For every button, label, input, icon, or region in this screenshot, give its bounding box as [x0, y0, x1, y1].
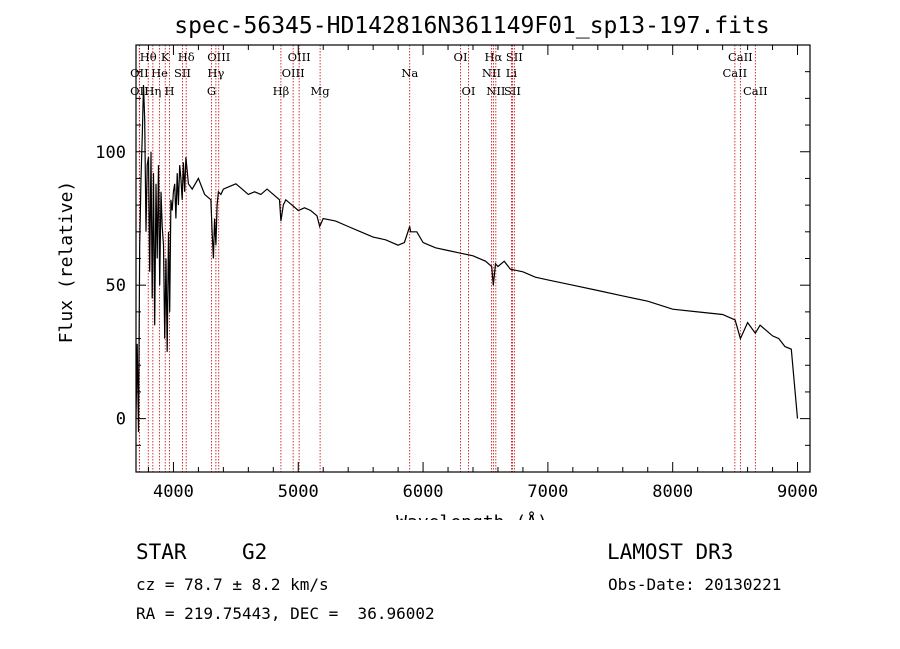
- spectral-line-label: OI: [454, 50, 468, 64]
- spectral-line-label: SII: [506, 50, 523, 64]
- x-tick-label: 8000: [652, 482, 693, 502]
- coordinates: RA = 219.75443, DEC = 36.96002: [136, 604, 435, 623]
- spectral-line-label: NII: [486, 84, 505, 98]
- spectral-line-label: CaII: [743, 84, 768, 98]
- plot-frame: [135, 44, 811, 473]
- observation-date: Obs-Date: 20130221: [608, 575, 782, 594]
- spectral-line-label: K: [161, 50, 170, 64]
- x-tick-label: 5000: [278, 482, 319, 502]
- x-tick-label: 6000: [403, 482, 444, 502]
- spectral-line-label: Hγ: [207, 66, 224, 80]
- spectral-line-label: OIII: [282, 66, 305, 80]
- spectral-line-label: Na: [401, 66, 418, 80]
- spectral-line-label: H: [165, 84, 175, 98]
- y-tick-label: 0: [116, 410, 126, 430]
- spectrum-chart: spec-56345-HD142816N361149F01_sp13-197.f…: [56, 13, 818, 533]
- spectral-line-label: Hδ: [178, 50, 195, 64]
- spectral-line-label: SII: [174, 66, 191, 80]
- spectral-line-label: He: [151, 66, 168, 80]
- spectral-line-label: SII: [504, 84, 521, 98]
- y-tick-label: 50: [106, 276, 126, 296]
- spectral-line-label: OI: [462, 84, 476, 98]
- axis-ticks: 4000 5000 6000 7000 8000 9000 0 50 100: [95, 45, 818, 502]
- spectral-line-label: OIII: [288, 50, 311, 64]
- spectral-line-label: Hθ: [140, 50, 157, 64]
- spectral-line-label: Li: [506, 66, 518, 80]
- x-tick-label: 4000: [153, 482, 194, 502]
- spectral-line-label: Hη: [144, 84, 161, 98]
- survey-name: LAMOST DR3: [607, 540, 734, 564]
- y-axis-label: Flux (relative): [56, 181, 77, 344]
- x-tick-label: 9000: [777, 482, 818, 502]
- spectral-line-label: NII: [482, 66, 501, 80]
- spectral-line-label: Mg: [311, 84, 331, 98]
- redshift-velocity: cz = 78.7 ± 8.2 km/s: [136, 575, 329, 594]
- spectrum-line: [135, 84, 799, 433]
- spectral-line-label: CaII: [728, 50, 753, 64]
- x-axis-label: Wavelength (Å): [396, 511, 548, 520]
- object-class: STAR: [136, 540, 187, 564]
- spectral-line-label: CaII: [722, 66, 747, 80]
- spectral-line-label: OIII: [207, 50, 230, 64]
- x-tick-label: 7000: [527, 482, 568, 502]
- y-tick-label: 100: [95, 143, 126, 163]
- object-subclass: G2: [242, 540, 268, 564]
- chart-title: spec-56345-HD142816N361149F01_sp13-197.f…: [174, 13, 769, 39]
- spectral-line-label: Hβ: [273, 84, 290, 98]
- spectral-line-label: G: [207, 84, 216, 98]
- spectral-line-label: Hα: [484, 50, 502, 64]
